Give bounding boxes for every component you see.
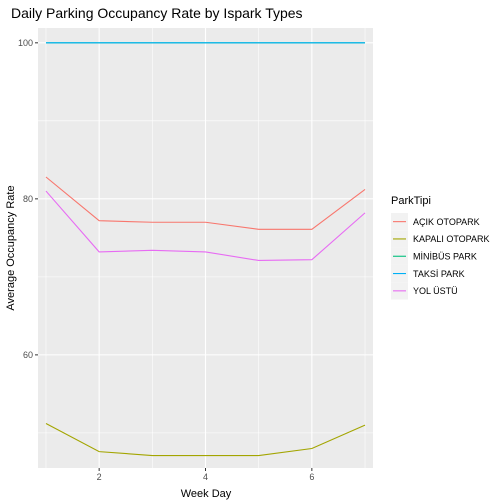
grid-lines: [38, 28, 373, 468]
series-line-yol-st: [45, 190, 366, 262]
series-lines: [45, 42, 366, 457]
legend: ParkTipi AÇIK OTOPARK KAPALI OTOPARK MİNİB…: [391, 195, 490, 300]
x-tick-label: 2: [97, 472, 102, 482]
legend-title: ParkTipi: [391, 195, 431, 207]
x-axis: 2 4 6: [97, 468, 314, 482]
legend-label-mi-ni-b-s-park: MİNİBÜS PARK: [413, 251, 477, 261]
x-tick-label: 4: [203, 472, 208, 482]
legend-label-yol-st: YOL ÜSTÜ: [413, 286, 458, 296]
legend-label-a-ik-otopark: AÇIK OTOPARK: [413, 217, 480, 227]
y-axis-title: Average Occupancy Rate: [5, 185, 17, 310]
x-axis-title: Week Day: [181, 488, 232, 500]
series-line-kapali-otopark: [45, 423, 366, 457]
legend-label-taksi-park: TAKSİ PARK: [413, 269, 465, 279]
chart-title: Daily Parking Occupancy Rate by Ispark T…: [11, 5, 303, 21]
legend-label-kapali-otopark: KAPALI OTOPARK: [413, 234, 490, 244]
y-axis: 60 80 100: [18, 38, 38, 360]
series-line-a-ik-otopark: [45, 176, 366, 230]
y-tick-label: 80: [23, 194, 33, 204]
y-tick-label: 60: [23, 350, 33, 360]
x-tick-label: 6: [309, 472, 314, 482]
y-tick-label: 100: [18, 38, 33, 48]
